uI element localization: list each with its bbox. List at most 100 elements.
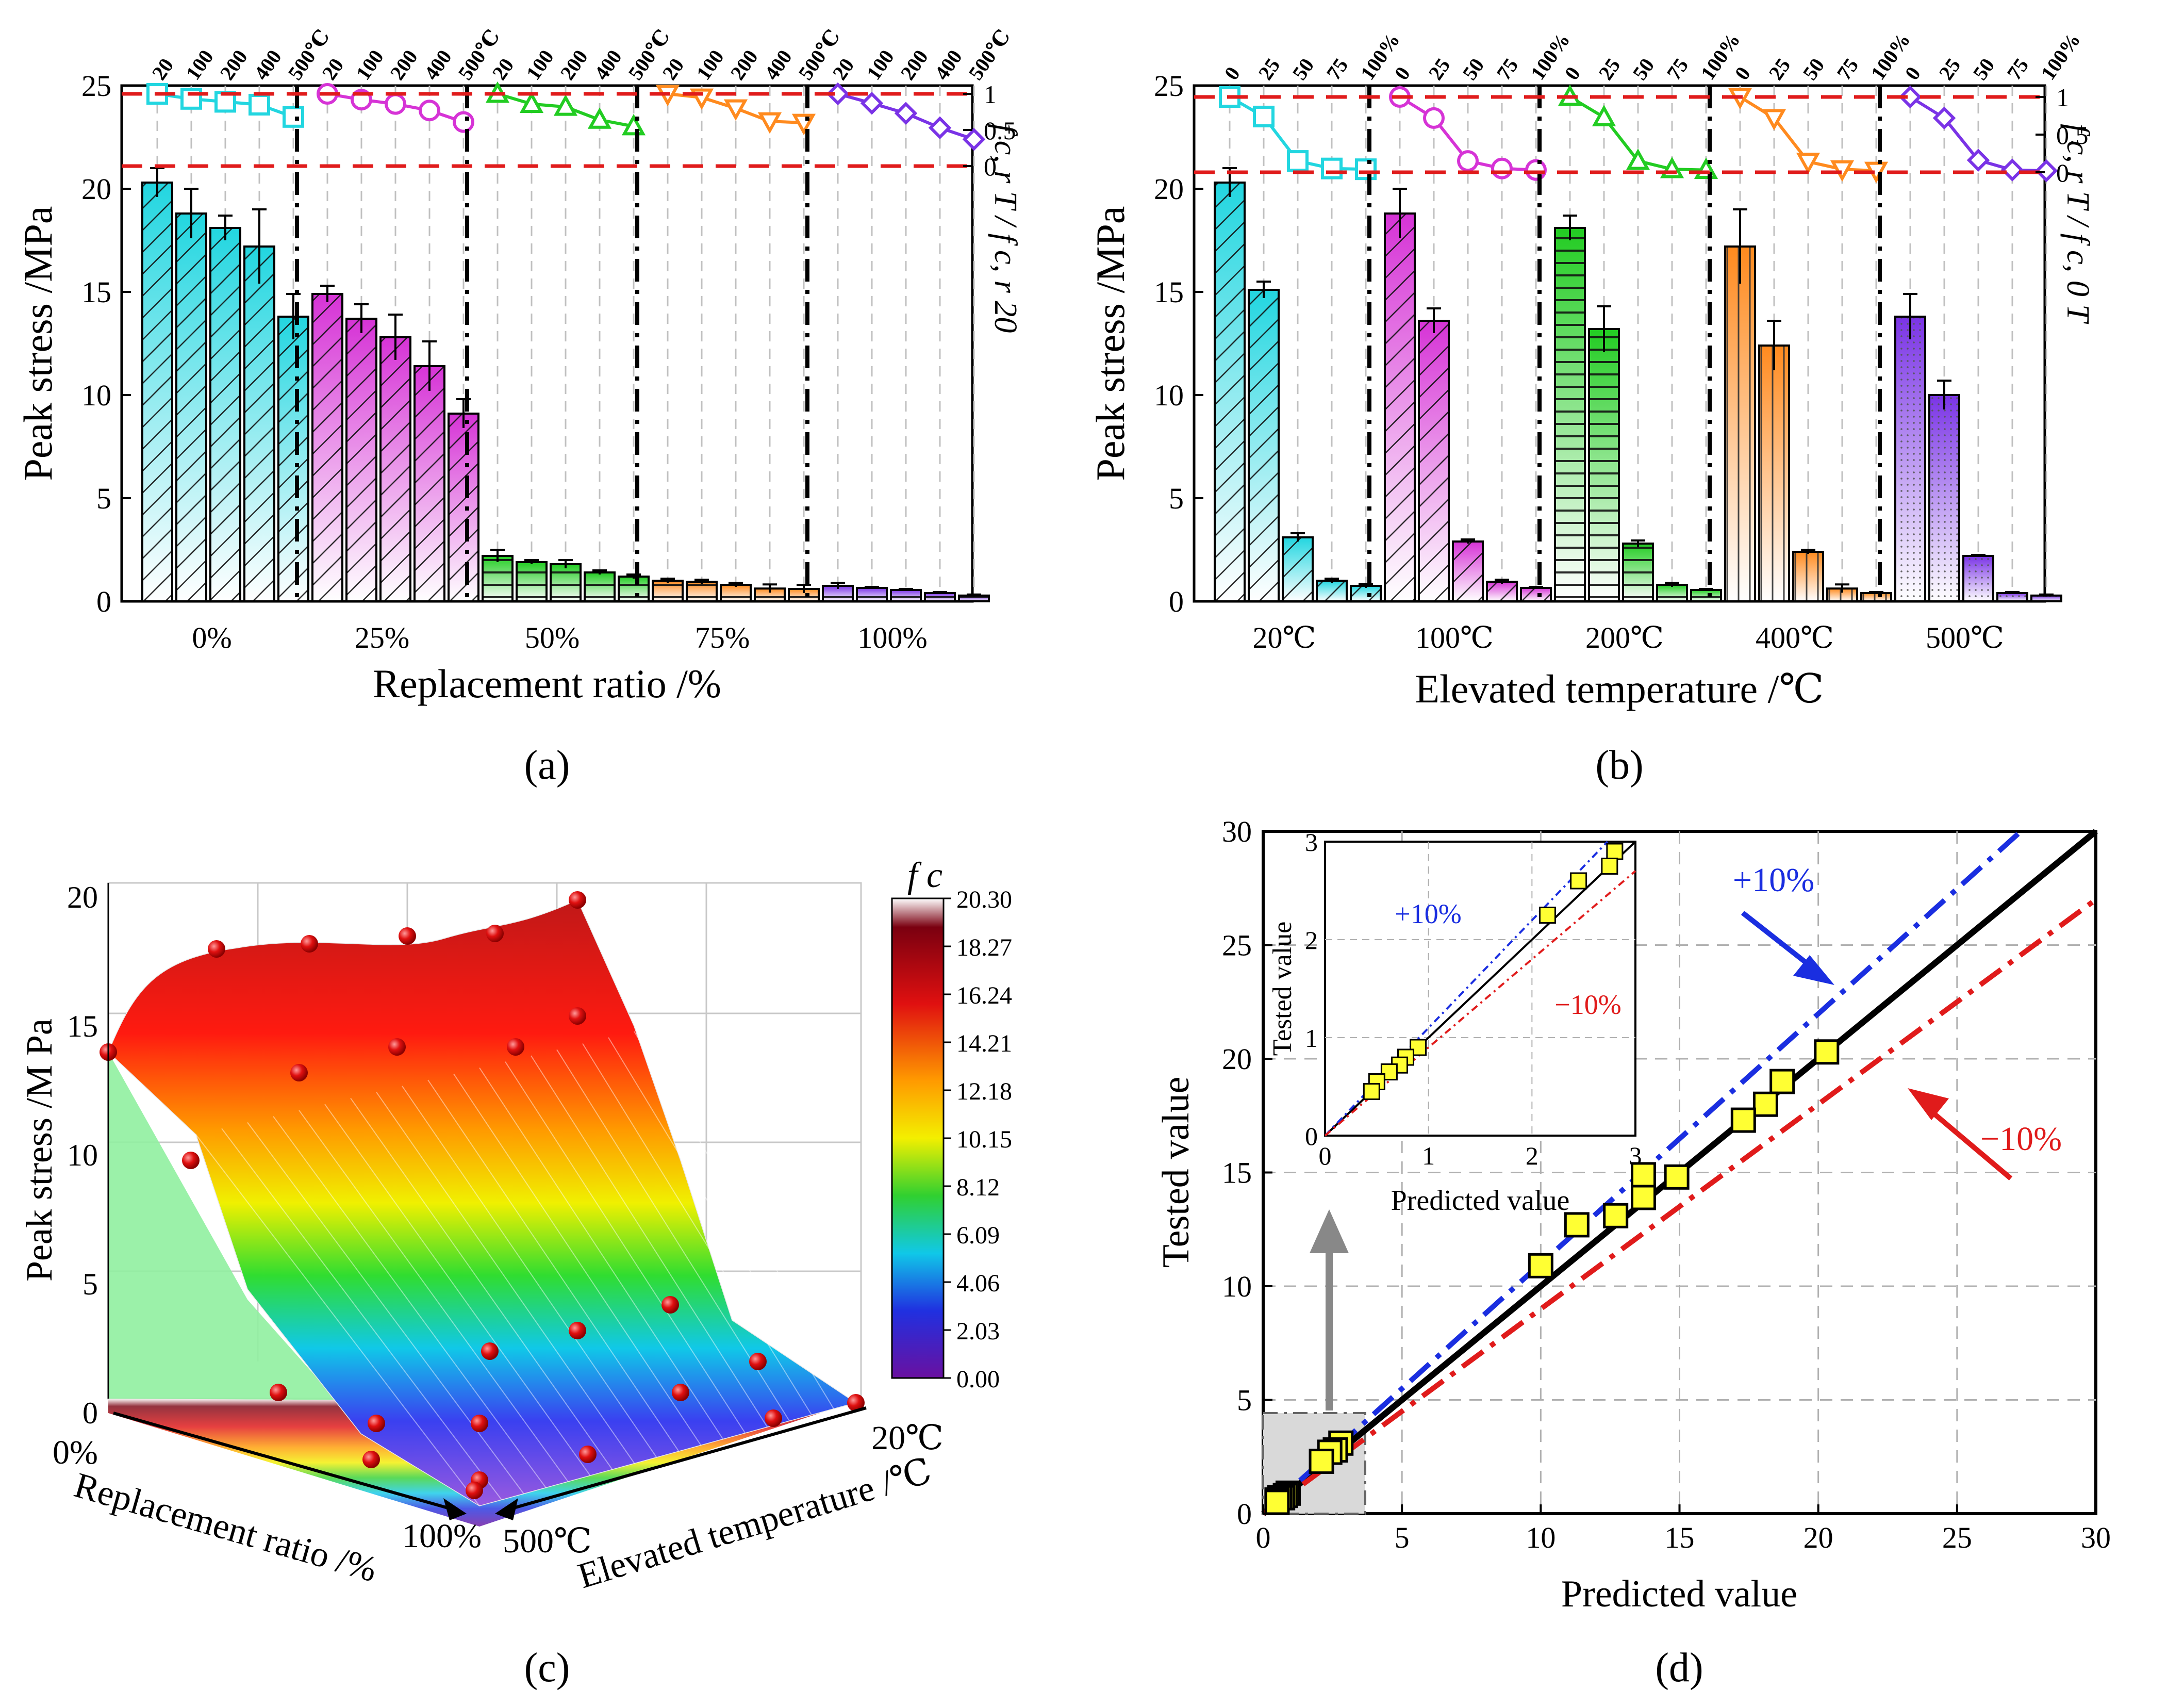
top-label: 75 (1832, 54, 1863, 85)
bar-hatch (1385, 214, 1415, 601)
right-tick-label: 0.5 (2056, 121, 2089, 150)
z-tick-label: 20 (67, 880, 98, 914)
x-tick-label: 30 (2081, 1521, 2111, 1554)
panel-c-xtick-start: 0% (53, 1434, 98, 1471)
data-ball (847, 1394, 865, 1412)
top-label: 400 (250, 45, 286, 84)
bar-hatch (1691, 590, 1721, 601)
bar-hatch (653, 581, 683, 601)
ratio-marker (860, 91, 884, 115)
y-tick-label: 0 (96, 585, 111, 618)
y-tick-label: 5 (1237, 1384, 1252, 1417)
data-ball (661, 1296, 679, 1314)
panel-d-xlabel: Predicted value (1561, 1573, 1797, 1615)
top-label: 50 (1458, 54, 1489, 85)
z-tick-label: 5 (82, 1267, 98, 1301)
z-tick-label: 15 (67, 1009, 98, 1043)
x-tick-label: 25 (1942, 1521, 1972, 1554)
data-ball (507, 1038, 524, 1056)
panel-a-right-ticks: 10.50 (963, 80, 1016, 181)
inset-point (1606, 843, 1624, 860)
panel-c-xtick-end: 100% (402, 1517, 482, 1555)
panel-a-ylabel: Peak stress /MPa (15, 206, 60, 481)
panel-c-mesh (195, 1031, 856, 1506)
bar-hatch (312, 294, 342, 601)
data-ball (182, 1152, 200, 1169)
ratio-marker (1796, 153, 1821, 174)
top-label: 75 (1322, 54, 1353, 85)
data-ball (388, 1038, 406, 1056)
bar-hatch (925, 593, 955, 601)
panel-a-y-ticks: 0 5 10 15 20 25 (81, 69, 131, 618)
top-label: 0 (1900, 62, 1925, 84)
bar-hatch (483, 556, 512, 601)
panel-c-colorbar (891, 897, 945, 1379)
panel-d-inset-minus-label: −10% (1554, 989, 1621, 1020)
top-label: 100 (692, 45, 729, 84)
ratio-marker (519, 91, 544, 113)
scatter-point (1309, 1449, 1334, 1474)
mesh-line (505, 1061, 746, 1434)
bar-hatch (1453, 542, 1483, 601)
ratio-marker (1830, 160, 1855, 182)
panel-d-inset: 0 1 2 3 0 1 2 3 +10% −10% Predicted value Teste… (1268, 828, 1642, 1217)
ratio-marker (587, 107, 612, 129)
panel-d-inset-ticks: 0 1 2 3 0 1 2 3 (1305, 828, 1642, 1170)
panel-d-minus-label: −10% (1980, 1120, 2062, 1158)
ratio-marker (962, 127, 986, 151)
panel-a-bars (141, 167, 990, 603)
bar-hatch (1725, 247, 1755, 601)
top-label: 25 (1424, 54, 1455, 85)
panel-c-y-arrow (495, 1498, 518, 1520)
panel-c-xlabel: Replacement ratio /% (70, 1465, 382, 1589)
ratio-marker (419, 100, 440, 122)
panel-d-minus-arrow (1926, 1107, 2013, 1180)
inset-y-tick-label: 0 (1305, 1122, 1318, 1151)
data-ball (362, 1451, 380, 1468)
group-label: 100% (857, 621, 927, 654)
panel-d-minus-arrowhead (1908, 1088, 1949, 1120)
panel-d-ylabel: Tested value (1155, 1077, 1197, 1268)
top-label: 400 (930, 45, 967, 84)
colorbar-tick-label: 2.03 (956, 1318, 1000, 1345)
bar-hatch (959, 595, 989, 601)
panel-c-ytick-end: 500℃ (503, 1522, 592, 1560)
ratio-marker (894, 102, 918, 125)
y-tick-label: 0 (1237, 1497, 1252, 1531)
top-label: 200 (216, 45, 252, 84)
top-label: 400 (420, 45, 456, 84)
x-tick-label: 10 (1526, 1521, 1556, 1554)
colorbar-tick-label: 18.27 (956, 934, 1012, 961)
colorbar-tick-label: 12.18 (956, 1078, 1012, 1105)
panel-d-zoom-arrowhead (1310, 1209, 1349, 1253)
data-ball (749, 1353, 767, 1370)
ratio-marker (1457, 150, 1479, 172)
mesh-line (453, 1073, 702, 1446)
top-label: 200 (386, 45, 422, 84)
bar-hatch (2031, 595, 2061, 601)
panel-b-top-labels: 0 25 50 75 100%0 25 50 75 100%0 25 50 75 100%0 25 50 75… (1220, 28, 2085, 84)
top-label: 400 (590, 45, 626, 84)
top-label: 0 (1390, 62, 1415, 84)
data-ball (569, 1322, 586, 1339)
panel-d-plus-label: +10% (1733, 861, 1814, 899)
group-label: 75% (695, 621, 750, 654)
bar-hatch (1861, 593, 1891, 601)
panel-d-plus-arrow (1741, 911, 1817, 972)
top-label: 20 (828, 54, 859, 85)
data-ball (486, 925, 504, 942)
mesh-line (350, 1097, 613, 1470)
inset-point (1601, 858, 1618, 875)
scatter-point (1769, 1069, 1795, 1094)
scatter-point (1664, 1164, 1690, 1190)
ratio-marker (385, 93, 406, 115)
right-tick-label: 0 (984, 152, 997, 181)
top-label: 50 (1798, 54, 1829, 85)
inset-y-tick-label: 1 (1305, 1024, 1318, 1053)
mesh-line (479, 1068, 724, 1440)
bar-hatch (1793, 552, 1823, 601)
inset-minus-line (1324, 870, 1636, 1137)
